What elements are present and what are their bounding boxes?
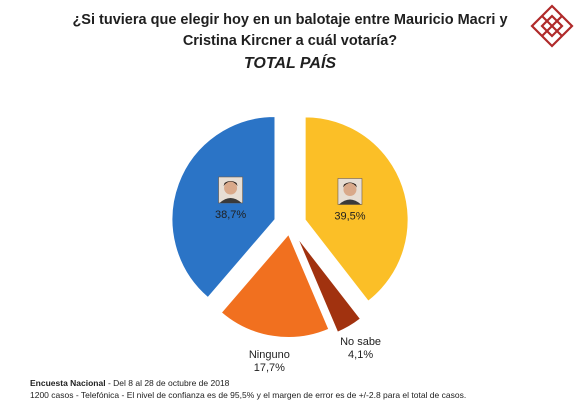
macri-portrait-icon: [337, 178, 363, 205]
slice-value-label: 39,5%: [334, 210, 365, 222]
pie-slice-series-1: [304, 116, 409, 302]
footer-survey-name: Encuesta Nacional: [30, 378, 106, 388]
footer-line-1: Encuesta Nacional - Del 8 al 28 de octub…: [30, 377, 570, 389]
slice-category-label: No sabe: [340, 336, 381, 348]
chart-title: ¿Si tuviera que elegir hoy en un balotaj…: [0, 10, 580, 52]
footer-dates: - Del 8 al 28 de octubre de 2018: [105, 378, 230, 388]
company-logo-icon: [530, 4, 574, 48]
slice-value-label: 4,1%: [348, 349, 373, 361]
kirchner-portrait-icon: [218, 176, 243, 204]
pie-slice-series-0: [171, 115, 276, 299]
title-line-1: ¿Si tuviera que elegir hoy en un balotaj…: [72, 12, 508, 28]
slice-value-label: 38,7%: [215, 209, 246, 221]
pie-slice-no-sabe: [296, 237, 362, 333]
footer-line-2: 1200 casos - Telefónica - El nivel de co…: [30, 390, 467, 400]
slice-value-label: 17,7%: [254, 362, 285, 374]
slice-category-label: Ninguno: [249, 349, 290, 361]
pie-slice-ninguno: [220, 233, 330, 338]
title-line-2: Cristina Kircner a cuál votaría?: [182, 33, 398, 49]
chart-subtitle: TOTAL PAÍS: [243, 55, 337, 72]
footer: Encuesta Nacional - Del 8 al 28 de octub…: [30, 377, 570, 401]
